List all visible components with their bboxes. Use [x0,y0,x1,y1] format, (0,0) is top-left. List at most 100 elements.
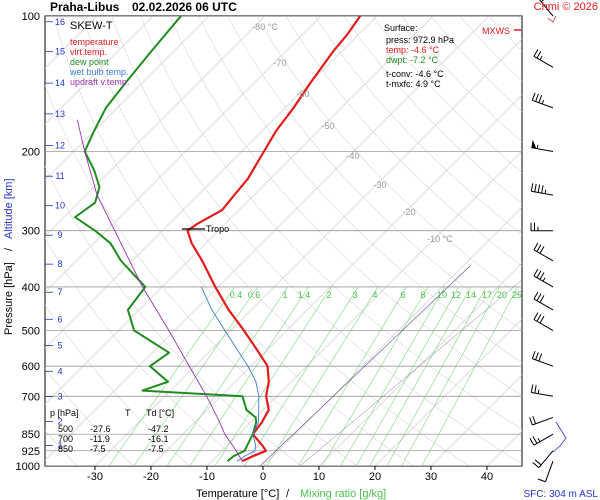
barb-full [533,268,539,277]
mixing-ratio-label: 0.4 [230,290,243,300]
mixing-ratio-label: 10 [437,290,447,300]
surface-temp: temp: -4.6 °C [386,45,440,55]
dry-adiabat [0,16,21,466]
legend-item-wet-bulb: wet bulb temp. [69,67,129,77]
sounding-datetime: 02.02.2026 06 UTC [132,0,237,14]
x-tick-label: 20 [369,471,381,483]
barb-staff [532,416,554,426]
barb-full [538,353,543,362]
legend: SKEW-T temperature virt.temp. dew point … [69,20,129,87]
altitude-tick-label: 2 [57,416,62,426]
barb-full [536,270,542,278]
pressure-tick-label: 500 [22,326,40,338]
isotherm [45,16,434,405]
isotherm [318,262,522,466]
wind-barb [530,183,554,196]
x-axis-title-temperature: Temperature [°C] [196,488,279,500]
sfc-altitude: SFC: 304 m ASL [524,489,599,500]
mixing-ratio-line [298,286,408,466]
altitude-tick-label: 5 [57,341,62,351]
x-tick-label: -20 [143,471,159,483]
wind-barb [533,49,554,68]
mixing-ratio-label: 6 [400,290,405,300]
altitude-tick-label: 12 [55,141,65,151]
barb-full [539,295,545,303]
pressure-tick-label: 400 [22,282,40,294]
wind-barb [530,384,554,397]
table-cell: -27.6 [90,424,111,434]
isotherm [45,16,322,293]
pressure-tick-label: 100 [22,11,40,23]
mixing-ratio-label: 1.4 [298,290,311,300]
pressure-tick-label: 925 [22,446,40,458]
x-axis-title-mixing-ratio: Mixing ratio [g/kg] [300,488,386,500]
y-axis-title-pressure: Pressure [hPa] [3,262,15,335]
isotherm-label: -70 [273,58,286,68]
altitude-tick-label: 11 [55,171,64,181]
isotherm-label: -80 °C [252,22,278,32]
table-cell: -7.5 [90,444,106,454]
isotherm [150,94,522,466]
x-tick-label: 30 [425,471,437,483]
y-axis-title-separator: / [3,247,15,251]
dry-adiabat [169,16,522,397]
low-level-wind-trace [552,421,567,453]
table-cell: -7.5 [148,444,164,454]
series-dew-point [74,16,258,462]
barb-staff [533,55,554,68]
altitude-tick-label: 14 [55,78,65,88]
dry-adiabat [314,16,522,235]
altitude-tick-label: 13 [55,109,65,119]
barb-full [536,314,542,322]
altitude-tick-label: 10 [55,201,65,211]
dry-adiabat [227,16,522,331]
altitude-tick-label: 16 [55,17,65,27]
mixing-ratio-line [133,286,258,466]
wind-barb [532,450,554,468]
isotherm [543,16,600,466]
barb-full [533,291,539,300]
x-tick-label: 40 [481,471,493,483]
barb-staff [531,392,554,397]
mixing-ratio-label: 4 [372,290,377,300]
wind-barb [530,222,554,232]
legend-item-temperature: temperature [70,37,119,47]
barb-full [530,384,534,393]
dry-adiabat [140,16,522,430]
altitude-tick-label: 15 [55,47,65,57]
isotherm-label: -60 [296,89,309,99]
wind-barb [529,416,554,426]
isotherm [374,318,522,466]
mixing-ratio-line [369,286,472,466]
wind-barb [533,291,554,311]
barb-half [539,56,543,61]
wind-barb [538,0,554,17]
barb-half [541,99,545,105]
wind-barb [533,312,554,331]
barb-full [534,459,542,466]
tropopause-label: Tropo [206,224,229,234]
station-name: Praha-Libus [50,0,120,14]
barb-staff [531,190,554,196]
pressure-tick-label: 200 [22,146,40,158]
background-grid [0,16,600,466]
barb-pennant [531,139,537,149]
top-wind-trace [547,15,557,23]
legend-title: SKEW-T [70,20,113,32]
legend-item-dew-point: dew point [70,57,109,67]
mixing-ratio-label: 3 [352,290,357,300]
barb-half [536,144,539,149]
barb-full [535,93,539,102]
barb-full [534,183,537,192]
isotherm-label: -40 [346,151,359,161]
altitude-tick-label: 7 [57,287,62,297]
mixing-ratio-label: 14 [466,290,476,300]
wind-barb [531,350,554,367]
wind-barb [531,92,554,109]
altitude-tick-label: 8 [57,259,62,269]
barb-staff [545,460,554,482]
mixing-ratio-line [166,286,289,466]
mixing-ratio-line [244,286,359,466]
barb-full [533,312,539,320]
